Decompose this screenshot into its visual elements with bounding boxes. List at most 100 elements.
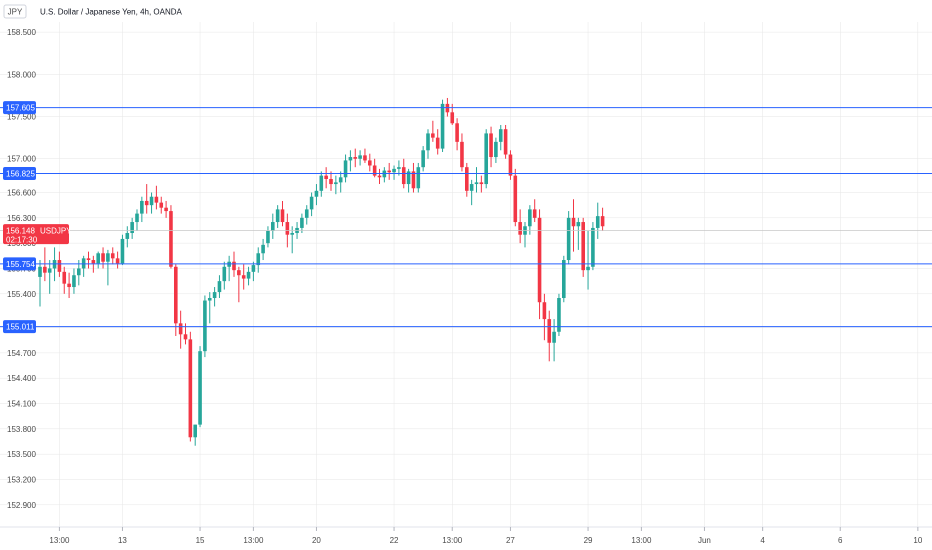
current-price-symbol: USDJPY bbox=[40, 227, 72, 236]
candle bbox=[513, 168, 518, 227]
candle-body bbox=[363, 155, 367, 161]
candle-body bbox=[178, 323, 183, 335]
level-tag-bg bbox=[3, 101, 36, 115]
candle-body bbox=[324, 175, 328, 179]
candle-body bbox=[421, 150, 425, 168]
candle bbox=[557, 293, 561, 336]
candle-body bbox=[508, 154, 513, 176]
candle bbox=[217, 275, 222, 299]
y-tick-label: 155.400 bbox=[7, 290, 36, 299]
candle-body bbox=[154, 196, 159, 203]
level-tag-value: 157.605 bbox=[6, 104, 35, 113]
candle bbox=[106, 249, 110, 286]
candle-body bbox=[460, 141, 464, 168]
candle-body bbox=[217, 281, 222, 293]
candle-body bbox=[547, 319, 552, 343]
candle bbox=[426, 129, 430, 159]
candle-body bbox=[125, 233, 130, 239]
candle bbox=[368, 153, 372, 172]
candle-body bbox=[222, 266, 227, 282]
candle-body bbox=[595, 216, 600, 228]
candle-body bbox=[319, 175, 324, 191]
candle bbox=[319, 171, 324, 197]
x-tick-label: 4 bbox=[760, 536, 765, 545]
candle bbox=[237, 266, 241, 303]
candle bbox=[460, 133, 464, 172]
candle bbox=[309, 192, 314, 217]
candle-body bbox=[77, 268, 81, 276]
candle-body bbox=[203, 300, 207, 352]
candle bbox=[115, 251, 120, 269]
candle-body bbox=[290, 233, 294, 235]
candle bbox=[576, 217, 581, 250]
candle-body bbox=[261, 244, 265, 254]
candle bbox=[304, 205, 309, 225]
candle bbox=[431, 120, 435, 142]
candle-body bbox=[406, 171, 411, 185]
candle-body bbox=[237, 270, 241, 276]
candle-body bbox=[392, 168, 396, 173]
symbol-badge[interactable] bbox=[3, 4, 27, 19]
candle bbox=[96, 251, 100, 269]
candle-body bbox=[503, 129, 508, 155]
candle bbox=[207, 292, 212, 324]
candle bbox=[222, 261, 227, 290]
candle bbox=[547, 310, 552, 362]
candle bbox=[164, 200, 168, 218]
y-tick-label: 153.800 bbox=[7, 425, 36, 434]
candle-body bbox=[198, 351, 202, 425]
x-tick-label: 6 bbox=[838, 536, 843, 545]
y-tick-label: 153.200 bbox=[7, 475, 36, 484]
candle bbox=[469, 179, 474, 206]
candle-body bbox=[469, 184, 474, 191]
candle-body bbox=[372, 165, 377, 176]
candle-body bbox=[81, 258, 86, 269]
candle-body bbox=[115, 258, 120, 264]
candle-body bbox=[183, 334, 188, 340]
candle bbox=[591, 222, 595, 271]
candles bbox=[38, 97, 605, 446]
candle-body bbox=[479, 182, 484, 185]
candle-body bbox=[552, 331, 556, 343]
candle bbox=[251, 261, 256, 282]
candle-body bbox=[120, 238, 125, 264]
candle bbox=[479, 175, 484, 193]
candle-body bbox=[110, 253, 115, 259]
candle bbox=[353, 148, 358, 168]
candle bbox=[135, 209, 139, 231]
candle bbox=[266, 226, 270, 248]
x-tick-label: Jun bbox=[698, 536, 711, 545]
time-axis[interactable]: 13:00 13 15 13:00 20 22 13:00 27 29 13:00 Jun 4 6 10 bbox=[49, 527, 923, 545]
candle bbox=[188, 331, 193, 442]
candle-body bbox=[300, 217, 304, 228]
y-tick-label: 157.500 bbox=[7, 113, 36, 122]
candle-body bbox=[280, 209, 285, 223]
x-tick-label: 15 bbox=[196, 536, 205, 545]
x-tick-label: 13:00 bbox=[243, 536, 264, 545]
y-tick-label: 153.500 bbox=[7, 450, 36, 459]
x-tick-label: 20 bbox=[312, 536, 321, 545]
current-price-value: 156.148 bbox=[6, 227, 35, 236]
candle-body bbox=[494, 141, 498, 158]
candle bbox=[416, 162, 421, 193]
candle-body bbox=[353, 157, 358, 159]
candle-body bbox=[241, 275, 246, 279]
candle-body bbox=[251, 265, 256, 272]
candle-body bbox=[498, 129, 503, 142]
candle bbox=[377, 168, 382, 185]
candle bbox=[271, 213, 275, 239]
candle bbox=[140, 196, 144, 223]
candle bbox=[67, 272, 71, 299]
candle-body bbox=[135, 213, 139, 223]
candle-body bbox=[96, 253, 100, 264]
current-price-tag: 156.148 USDJPY 02:17:30 bbox=[3, 224, 72, 245]
level-tags: 157.605 156.825 155.754 155.011 bbox=[3, 101, 36, 334]
level-tag-value: 156.825 bbox=[6, 170, 35, 179]
candle-body bbox=[314, 190, 319, 197]
candle-body bbox=[193, 424, 197, 438]
candle bbox=[256, 247, 261, 273]
candle-body bbox=[377, 175, 382, 178]
candle-body bbox=[334, 182, 338, 185]
candle bbox=[110, 247, 115, 265]
